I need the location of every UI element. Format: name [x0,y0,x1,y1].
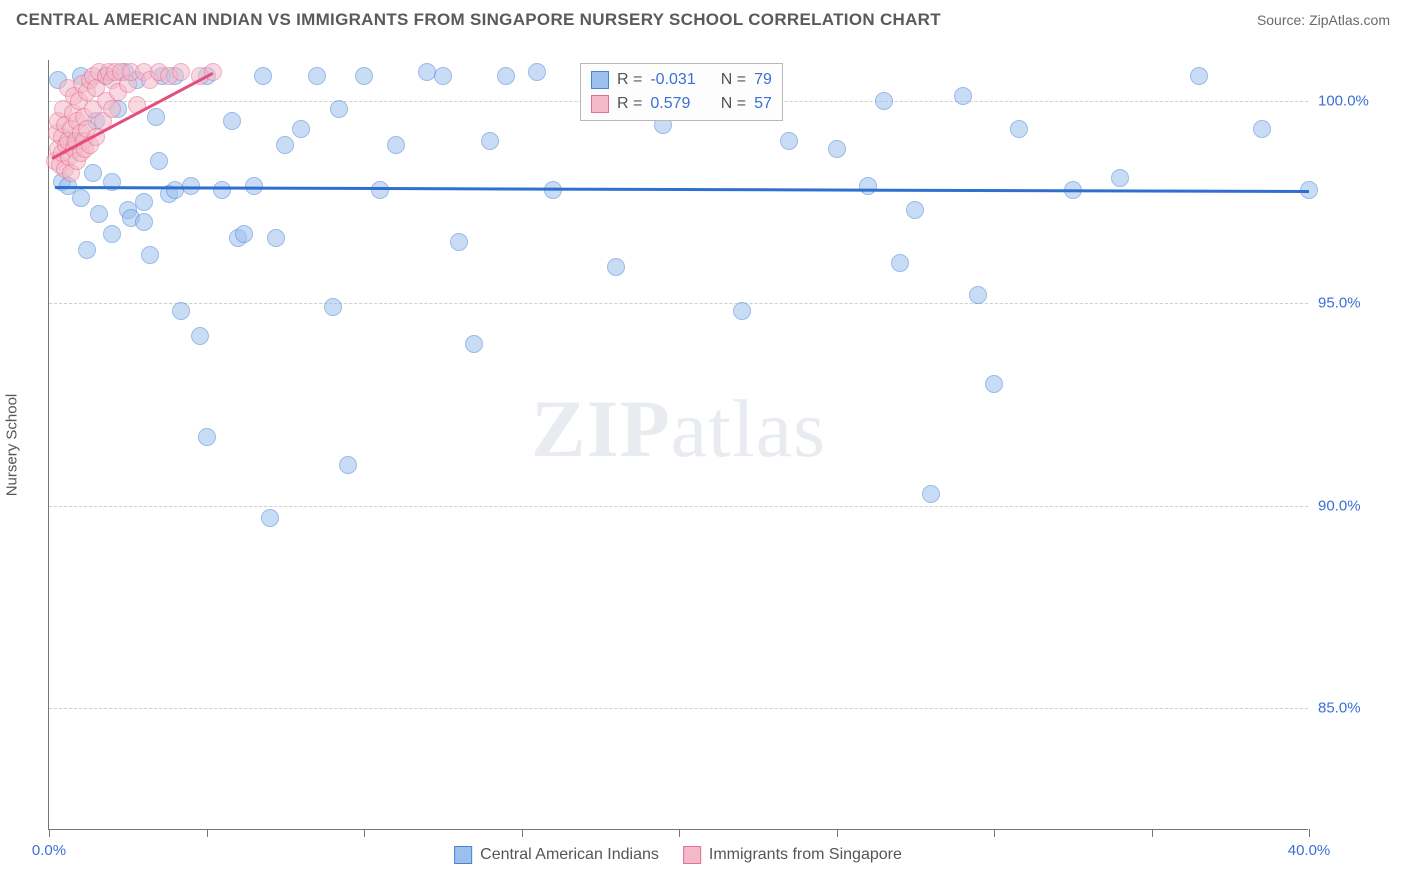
x-tick [207,829,208,837]
data-point [450,233,468,251]
data-point [985,375,1003,393]
data-point [103,100,121,118]
legend-item: Immigrants from Singapore [683,846,902,864]
data-point [607,258,625,276]
data-point [906,201,924,219]
stats-legend-row: R = 0.579 N = 57 [591,92,772,116]
legend-n-label: N = [716,92,746,116]
data-point [308,67,326,85]
x-tick [1152,829,1153,837]
data-point [528,63,546,81]
data-point [1190,67,1208,85]
chart-source: Source: ZipAtlas.com [1257,12,1390,28]
y-tick-label: 100.0% [1318,92,1398,109]
data-point [172,63,190,81]
legend-item-label: Central American Indians [480,846,659,864]
legend-n-value: 79 [754,68,772,92]
data-point [875,92,893,110]
data-point [267,229,285,247]
data-point [859,177,877,195]
data-point [1010,120,1028,138]
legend-swatch [454,846,472,864]
data-point [213,181,231,199]
data-point [84,164,102,182]
x-tick-label: 40.0% [1288,842,1331,859]
legend-r-value: 0.579 [650,92,708,116]
data-point [330,100,348,118]
data-point [1111,169,1129,187]
data-point [223,112,241,130]
data-point [481,132,499,150]
data-point [387,136,405,154]
watermark: ZIPatlas [531,382,826,476]
data-point [339,456,357,474]
x-tick [994,829,995,837]
data-point [355,67,373,85]
data-point [324,298,342,316]
x-tick [49,829,50,837]
legend-swatch [591,95,609,113]
x-tick [522,829,523,837]
y-tick-label: 85.0% [1318,700,1398,717]
data-point [198,428,216,446]
data-point [135,213,153,231]
data-point [191,327,209,345]
x-tick-label: 0.0% [32,842,66,859]
stats-legend: R = -0.031 N = 79R = 0.579 N = 57 [580,63,783,121]
legend-item-label: Immigrants from Singapore [709,846,902,864]
gridline-h [49,506,1308,507]
data-point [276,136,294,154]
data-point [147,108,165,126]
data-point [204,63,222,81]
trend-line [55,186,1309,193]
legend-item: Central American Indians [454,846,659,864]
legend-r-label: R = [617,92,642,116]
data-point [969,286,987,304]
data-point [261,509,279,527]
data-point [954,87,972,105]
data-point [235,225,253,243]
y-axis-label: Nursery School [4,394,21,497]
chart-area: ZIPatlas 85.0%90.0%95.0%100.0%0.0%40.0%R… [48,60,1308,830]
data-point [465,335,483,353]
chart-title: CENTRAL AMERICAN INDIAN VS IMMIGRANTS FR… [16,10,941,30]
data-point [103,225,121,243]
data-point [780,132,798,150]
data-point [90,205,108,223]
data-point [141,246,159,264]
y-tick-label: 90.0% [1318,497,1398,514]
data-point [922,485,940,503]
y-tick-label: 95.0% [1318,295,1398,312]
data-point [1253,120,1271,138]
data-point [72,189,90,207]
stats-legend-row: R = -0.031 N = 79 [591,68,772,92]
bottom-legend: Central American Indians Immigrants from … [454,846,902,864]
x-tick [1309,829,1310,837]
x-tick [364,829,365,837]
x-tick [679,829,680,837]
legend-r-value: -0.031 [650,68,708,92]
gridline-h [49,708,1308,709]
legend-swatch [591,71,609,89]
gridline-h [49,303,1308,304]
legend-swatch [683,846,701,864]
plot-region: ZIPatlas 85.0%90.0%95.0%100.0%0.0%40.0%R… [48,60,1308,830]
data-point [292,120,310,138]
data-point [78,241,96,259]
data-point [434,67,452,85]
legend-n-label: N = [716,68,746,92]
data-point [254,67,272,85]
chart-header: CENTRAL AMERICAN INDIAN VS IMMIGRANTS FR… [0,0,1406,36]
data-point [828,140,846,158]
data-point [497,67,515,85]
data-point [733,302,751,320]
data-point [150,152,168,170]
legend-r-label: R = [617,68,642,92]
data-point [172,302,190,320]
data-point [135,193,153,211]
legend-n-value: 57 [754,92,772,116]
data-point [891,254,909,272]
x-tick [837,829,838,837]
